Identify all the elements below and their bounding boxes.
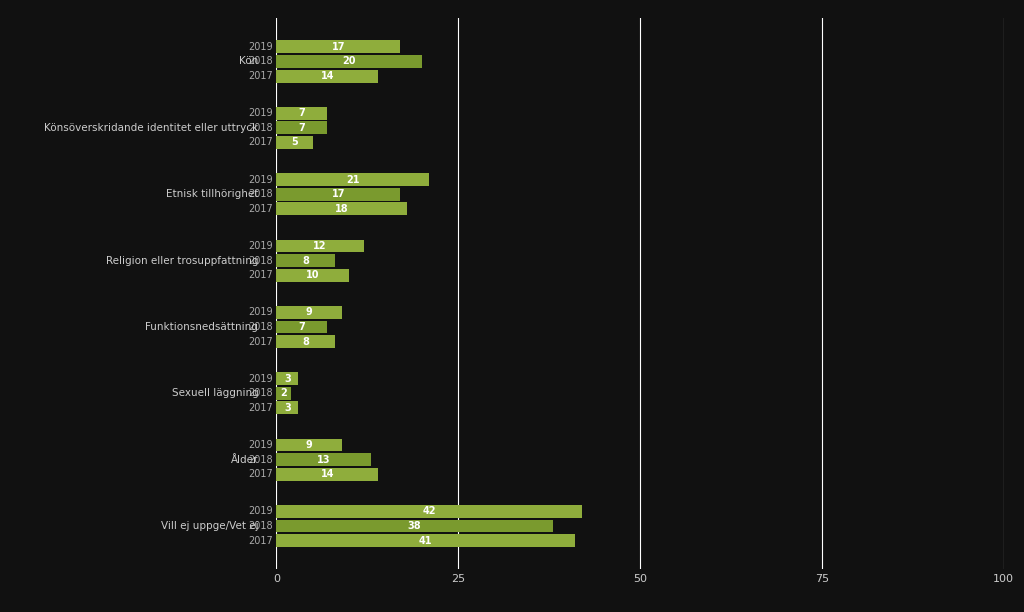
Bar: [276, 520, 553, 532]
Text: 8: 8: [302, 337, 309, 346]
Text: 2019: 2019: [248, 307, 272, 318]
Text: 2018: 2018: [248, 455, 272, 465]
Text: 13: 13: [317, 455, 331, 465]
Text: 2017: 2017: [248, 138, 272, 147]
Text: 2017: 2017: [248, 536, 272, 546]
Text: Sexuell läggning: Sexuell läggning: [172, 388, 258, 398]
Text: Ålder: Ålder: [231, 455, 258, 465]
Text: 2018: 2018: [248, 256, 272, 266]
Text: 5: 5: [291, 138, 298, 147]
Bar: [276, 203, 408, 215]
Bar: [276, 372, 298, 385]
Text: 2018: 2018: [248, 521, 272, 531]
Bar: [276, 387, 291, 400]
Bar: [276, 401, 298, 414]
Text: 20: 20: [342, 56, 356, 67]
Bar: [276, 306, 342, 319]
Text: 14: 14: [321, 469, 334, 479]
Bar: [276, 239, 364, 252]
Text: 17: 17: [332, 189, 345, 200]
Text: 2017: 2017: [248, 337, 272, 346]
Bar: [276, 534, 574, 547]
Text: 3: 3: [284, 403, 291, 413]
Bar: [276, 468, 378, 480]
Text: 9: 9: [306, 307, 312, 318]
Text: 10: 10: [306, 270, 319, 280]
Text: Kön: Kön: [239, 56, 258, 67]
Text: 2019: 2019: [248, 506, 272, 517]
Bar: [276, 70, 378, 83]
Text: 2017: 2017: [248, 270, 272, 280]
Bar: [276, 55, 422, 68]
Text: 7: 7: [299, 108, 305, 118]
Text: 38: 38: [408, 521, 422, 531]
Text: 2019: 2019: [248, 374, 272, 384]
Bar: [276, 453, 371, 466]
Text: 41: 41: [419, 536, 432, 546]
Text: Funktionsnedsättning: Funktionsnedsättning: [145, 322, 258, 332]
Text: Vill ej uppge/Vet ej: Vill ej uppge/Vet ej: [161, 521, 258, 531]
Bar: [276, 505, 582, 518]
Bar: [276, 335, 335, 348]
Text: 2019: 2019: [248, 174, 272, 185]
Bar: [276, 254, 335, 267]
Text: 2017: 2017: [248, 71, 272, 81]
Text: 2017: 2017: [248, 469, 272, 479]
Text: 2018: 2018: [248, 388, 272, 398]
Bar: [276, 321, 328, 334]
Text: 8: 8: [302, 256, 309, 266]
Text: Könsöverskridande identitet eller uttryck: Könsöverskridande identitet eller uttryc…: [44, 123, 258, 133]
Text: 2019: 2019: [248, 42, 272, 52]
Text: 7: 7: [299, 123, 305, 133]
Text: 14: 14: [321, 71, 334, 81]
Bar: [276, 136, 313, 149]
Text: 2019: 2019: [248, 241, 272, 251]
Text: 2018: 2018: [248, 189, 272, 200]
Bar: [276, 188, 400, 201]
Text: 2019: 2019: [248, 440, 272, 450]
Text: 2017: 2017: [248, 204, 272, 214]
Text: 42: 42: [423, 506, 436, 517]
Text: 2: 2: [281, 388, 287, 398]
Text: 9: 9: [306, 440, 312, 450]
Text: 12: 12: [313, 241, 327, 251]
Text: 2017: 2017: [248, 403, 272, 413]
Bar: [276, 107, 328, 120]
Bar: [276, 40, 400, 53]
Text: 2018: 2018: [248, 123, 272, 133]
Bar: [276, 269, 349, 282]
Text: Etnisk tillhörighet: Etnisk tillhörighet: [166, 189, 258, 200]
Bar: [276, 439, 342, 452]
Text: 17: 17: [332, 42, 345, 52]
Bar: [276, 121, 328, 134]
Text: 18: 18: [335, 204, 349, 214]
Bar: [276, 173, 429, 186]
Text: 2018: 2018: [248, 322, 272, 332]
Text: 7: 7: [299, 322, 305, 332]
Text: 2019: 2019: [248, 108, 272, 118]
Text: Religion eller trosuppfattning: Religion eller trosuppfattning: [105, 256, 258, 266]
Text: 3: 3: [284, 374, 291, 384]
Text: 21: 21: [346, 174, 359, 185]
Text: 2018: 2018: [248, 56, 272, 67]
